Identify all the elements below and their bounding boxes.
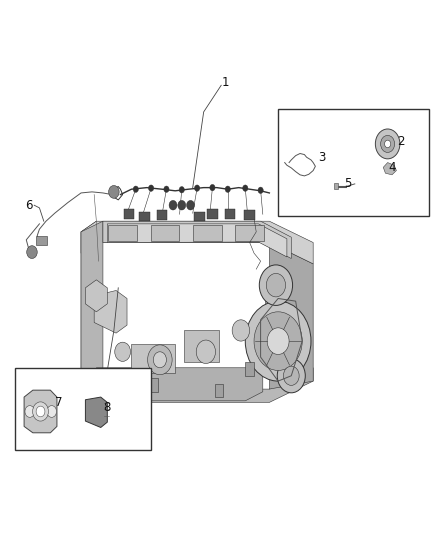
Polygon shape (81, 221, 96, 389)
Circle shape (36, 406, 45, 417)
Circle shape (381, 135, 395, 152)
Circle shape (225, 186, 230, 192)
Circle shape (196, 340, 215, 364)
Circle shape (375, 129, 400, 159)
Circle shape (32, 402, 48, 421)
Circle shape (109, 185, 119, 198)
Polygon shape (85, 280, 107, 312)
Polygon shape (108, 225, 137, 241)
Circle shape (266, 273, 286, 297)
Polygon shape (265, 288, 276, 344)
Bar (139, 212, 150, 221)
Circle shape (243, 185, 248, 191)
Bar (215, 384, 223, 397)
Polygon shape (184, 330, 219, 362)
Polygon shape (81, 368, 313, 402)
Polygon shape (131, 344, 175, 373)
Polygon shape (96, 368, 263, 402)
Text: 3: 3 (318, 151, 325, 164)
Polygon shape (151, 225, 180, 241)
Circle shape (164, 186, 169, 192)
Circle shape (254, 312, 302, 370)
Circle shape (179, 187, 184, 193)
Bar (149, 378, 158, 392)
Polygon shape (81, 221, 103, 378)
Circle shape (133, 186, 138, 192)
Bar (225, 209, 235, 219)
Text: 5: 5 (345, 177, 352, 190)
Polygon shape (383, 163, 396, 175)
Circle shape (259, 265, 293, 305)
Circle shape (153, 352, 166, 368)
Bar (157, 210, 167, 220)
Bar (244, 210, 255, 220)
Circle shape (27, 246, 37, 259)
Text: 8: 8 (104, 401, 111, 414)
Circle shape (194, 185, 200, 191)
Text: 4: 4 (388, 161, 396, 174)
Bar (207, 209, 218, 219)
Circle shape (25, 406, 35, 417)
Bar (194, 212, 205, 221)
Polygon shape (235, 225, 264, 241)
Circle shape (385, 140, 391, 148)
Bar (124, 209, 134, 219)
Polygon shape (103, 221, 291, 259)
Bar (245, 362, 254, 376)
Text: 1: 1 (222, 76, 230, 89)
Polygon shape (94, 290, 127, 333)
Bar (36, 236, 47, 245)
Circle shape (148, 185, 154, 191)
Text: 6: 6 (25, 199, 32, 212)
Polygon shape (269, 243, 313, 389)
Circle shape (277, 359, 305, 393)
Circle shape (210, 184, 215, 191)
Bar (334, 183, 338, 189)
Text: 7: 7 (55, 396, 63, 409)
Circle shape (187, 200, 194, 210)
Bar (15, 368, 151, 450)
Circle shape (115, 342, 131, 361)
Polygon shape (24, 390, 57, 433)
Circle shape (169, 200, 177, 210)
Polygon shape (193, 225, 222, 241)
Circle shape (258, 187, 263, 193)
Circle shape (148, 345, 172, 375)
Circle shape (245, 301, 311, 381)
Text: 2: 2 (397, 135, 405, 148)
Polygon shape (107, 224, 287, 257)
Circle shape (267, 328, 289, 354)
Circle shape (283, 366, 299, 385)
Polygon shape (81, 221, 313, 264)
Circle shape (47, 406, 57, 417)
Circle shape (178, 200, 186, 210)
Polygon shape (85, 397, 107, 427)
Bar (278, 109, 429, 216)
Circle shape (232, 320, 250, 341)
